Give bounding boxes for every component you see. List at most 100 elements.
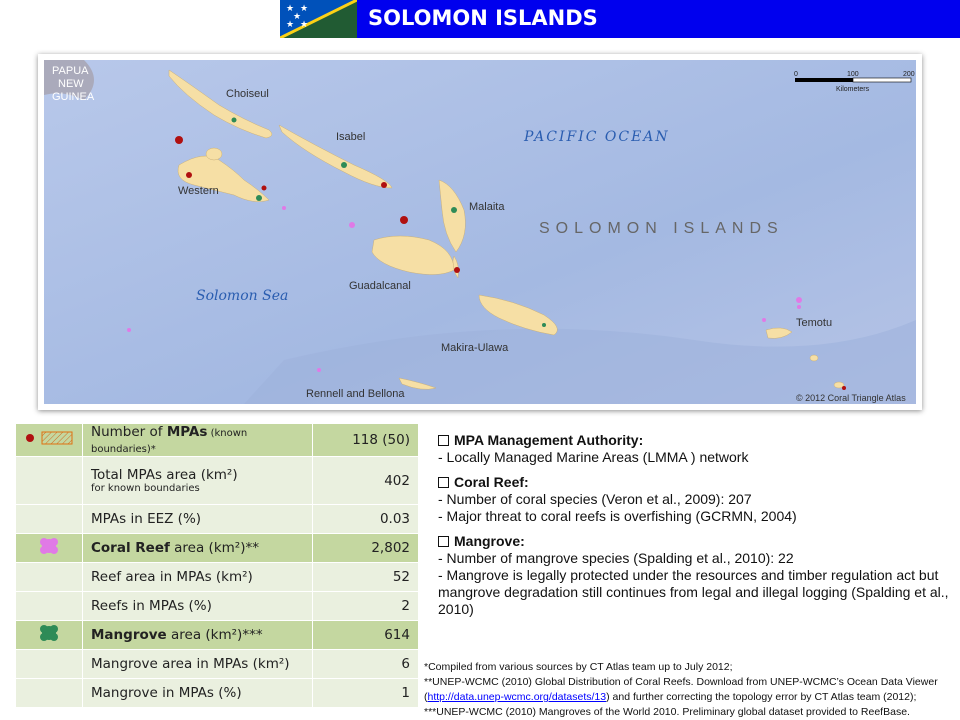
- footnote: ***UNEP-WCMC (2010) Mangroves of the Wor…: [424, 706, 910, 718]
- label-text: area (km²)***: [166, 627, 263, 643]
- section-title-text: Coral Reef:: [454, 474, 529, 490]
- label-bold: Mangrove: [91, 627, 167, 643]
- svg-text:★: ★: [300, 4, 308, 14]
- empty-cell: [16, 591, 83, 621]
- label-bold: Coral Reef: [91, 540, 170, 556]
- row-label: Coral Reef area (km²)**: [82, 533, 313, 563]
- png-land: [44, 60, 94, 100]
- row-label: Reefs in MPAs (%): [82, 591, 313, 621]
- table-row: Number of MPAs (known boundaries)* 118 (…: [16, 424, 419, 457]
- info-line: - Locally Managed Marine Areas (LMMA ) n…: [438, 449, 749, 465]
- page-title: SOLOMON ISLANDS: [368, 6, 598, 30]
- dataset-link[interactable]: http://data.unep-wcmc.org/datasets/13: [427, 691, 607, 703]
- table-row: Coral Reef area (km²)** 2,802: [16, 533, 419, 563]
- empty-cell: [16, 649, 83, 679]
- row-label: Mangrove area (km²)***: [82, 620, 313, 650]
- row-value: 614: [312, 620, 419, 650]
- svg-text:★: ★: [293, 12, 301, 22]
- map-label-choiseul: Choiseul: [226, 88, 269, 100]
- mpa-legend-icon: [16, 424, 83, 457]
- row-label: Number of MPAs (known boundaries)*: [82, 424, 313, 457]
- table-row: Reef area in MPAs (km²) 52: [16, 562, 419, 592]
- map-label-rennell: Rennell and Bellona: [306, 388, 405, 400]
- svg-text:★: ★: [286, 20, 294, 30]
- scale-tick: 100: [847, 71, 859, 78]
- label-small: (known boundaries)*: [91, 428, 248, 455]
- scale-bar: 0 100 200 Kilometers: [794, 71, 915, 93]
- label-text: Number of: [91, 424, 167, 440]
- footnote: **UNEP-WCMC (2010) Global Distribution o…: [424, 676, 938, 688]
- empty-cell: [16, 678, 83, 708]
- info-panel: MPA Management Authority: - Locally Mana…: [438, 432, 953, 618]
- row-value: 6: [312, 649, 419, 679]
- coral-reef-icon: [16, 533, 83, 563]
- table-row: MPAs in EEZ (%) 0.03: [16, 504, 419, 534]
- row-label: Total MPAs area (km²) for known boundarie…: [82, 456, 313, 505]
- row-value: 0.03: [312, 504, 419, 534]
- label-text: area (km²)**: [169, 540, 259, 556]
- stats-table: Number of MPAs (known boundaries)* 118 (…: [16, 424, 419, 708]
- mangrove-section-title: Mangrove:: [438, 533, 953, 550]
- table-row: Total MPAs area (km²) for known boundarie…: [16, 456, 419, 505]
- empty-cell: [16, 456, 83, 505]
- info-line: - Number of mangrove species (Spalding e…: [438, 550, 794, 566]
- row-value: 402: [312, 456, 419, 505]
- header-bar: [280, 0, 960, 38]
- mangrove-icon: [16, 620, 83, 650]
- empty-cell: [16, 504, 83, 534]
- map-label-temotu: Temotu: [796, 317, 832, 329]
- mpa-areas: [175, 136, 846, 390]
- row-label: Reef area in MPAs (km²): [82, 562, 313, 592]
- row-label: MPAs in EEZ (%): [82, 504, 313, 534]
- row-label: Mangrove in MPAs (%): [82, 678, 313, 708]
- map-label-guadalcanal: Guadalcanal: [349, 280, 411, 292]
- map-frame: PAPUA NEW GUINEA Choiseul Isabel Western…: [38, 54, 922, 410]
- footnote: *Compiled from various sources by CT Atl…: [424, 661, 733, 673]
- svg-text:★: ★: [286, 4, 294, 14]
- map-label-png: PAPUA: [52, 65, 89, 77]
- row-value: 52: [312, 562, 419, 592]
- section-title-text: Mangrove:: [454, 533, 525, 549]
- map-label-solomon-sea: Solomon Sea: [196, 288, 288, 304]
- info-line: - Mangrove is legally protected under th…: [438, 567, 949, 617]
- map-label-pacific: PACIFIC OCEAN: [523, 129, 670, 145]
- map-label-png: NEW: [58, 78, 84, 90]
- coral-section-title: Coral Reef:: [438, 474, 953, 491]
- map-label-isabel: Isabel: [336, 131, 365, 143]
- mpa-section-title: MPA Management Authority:: [438, 432, 953, 449]
- scale-tick: 200: [903, 71, 915, 78]
- label-text: Total MPAs area (km²): [91, 467, 238, 483]
- label-bold: MPAs: [166, 424, 208, 440]
- row-value: 1: [312, 678, 419, 708]
- solomon-islands-map[interactable]: PAPUA NEW GUINEA Choiseul Isabel Western…: [44, 60, 916, 404]
- info-line: - Major threat to coral reefs is overfis…: [438, 508, 797, 524]
- label-sub: for known boundaries: [91, 483, 200, 494]
- row-label: Mangrove area in MPAs (km²): [82, 649, 313, 679]
- checkbox-bullet-icon: [438, 435, 449, 446]
- map-copyright: © 2012 Coral Triangle Atlas: [796, 393, 906, 403]
- footnote-text: and further correcting the topology erro…: [609, 691, 917, 703]
- map-label-malaita: Malaita: [469, 201, 505, 213]
- table-row: Mangrove area in MPAs (km²) 6: [16, 649, 419, 679]
- table-row: Mangrove area (km²)*** 614: [16, 620, 419, 650]
- map-label-country: SOLOMON ISLANDS: [539, 220, 784, 237]
- scale-unit: Kilometers: [836, 86, 870, 93]
- islands: [168, 69, 845, 390]
- row-value: 118 (50): [312, 424, 419, 457]
- info-line: - Number of coral species (Veron et al.,…: [438, 491, 752, 507]
- checkbox-bullet-icon: [438, 536, 449, 547]
- solomon-islands-flag: ★ ★★★ ★: [280, 0, 357, 38]
- svg-text:★: ★: [300, 20, 308, 30]
- table-row: Reefs in MPAs (%) 2: [16, 591, 419, 621]
- table-row: Mangrove in MPAs (%) 1: [16, 678, 419, 708]
- map-label-png: GUINEA: [52, 91, 95, 103]
- row-value: 2,802: [312, 533, 419, 563]
- checkbox-bullet-icon: [438, 477, 449, 488]
- section-title-text: MPA Management Authority:: [454, 432, 644, 448]
- coral-reef-areas: [127, 206, 802, 372]
- map-label-western: Western: [178, 185, 219, 197]
- map-label-makira: Makira-Ulawa: [441, 342, 509, 354]
- scale-tick: 0: [794, 71, 798, 78]
- footnote: (http://data.unep-wcmc.org/datasets/13) …: [424, 691, 917, 703]
- footnotes: *Compiled from various sources by CT Atl…: [424, 660, 960, 720]
